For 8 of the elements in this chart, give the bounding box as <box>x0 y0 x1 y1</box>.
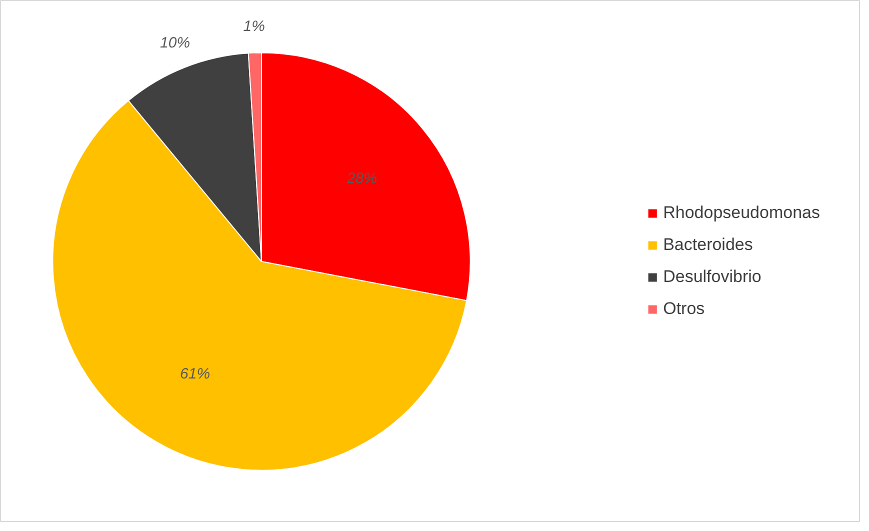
data-label: 28% <box>346 170 378 187</box>
data-label: 1% <box>243 18 265 36</box>
data-label: 10% <box>160 34 190 52</box>
legend-label: Bacteroides <box>663 235 753 255</box>
legend-label: Desulfovibrio <box>663 267 762 287</box>
legend-label: Rhodopseudomonas <box>663 203 820 223</box>
legend-label: Otros <box>663 299 705 319</box>
data-label: 61% <box>180 365 210 382</box>
